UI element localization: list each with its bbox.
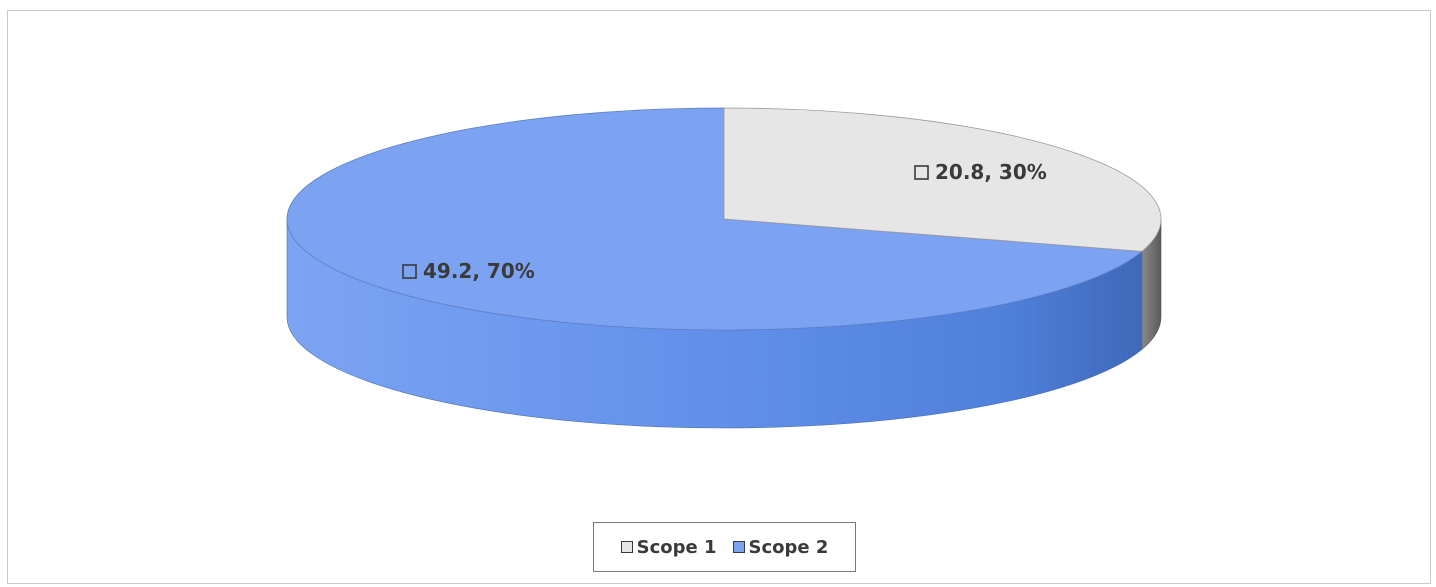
legend-swatch-scope-2 [732, 541, 745, 553]
data-label-scope-1: 20.8, 30% [914, 160, 1047, 184]
slice-top-scope-1 [723, 107, 1162, 252]
data-label-text-scope-2: 49.2, 70% [423, 259, 535, 283]
legend-swatch-scope-1 [620, 541, 633, 553]
data-label-swatch-scope-1 [914, 165, 929, 180]
data-label-text-scope-1: 20.8, 30% [935, 160, 1047, 184]
chart-legend: Scope 1 Scope 2 [593, 522, 856, 572]
legend-label-scope-2: Scope 2 [748, 536, 829, 558]
data-label-swatch-scope-2 [402, 264, 417, 279]
legend-item-scope-2: Scope 2 [732, 536, 829, 558]
legend-label-scope-1: Scope 1 [636, 536, 717, 558]
slice-top-scope-2 [286, 107, 1143, 331]
legend-item-scope-1: Scope 1 [620, 536, 717, 558]
data-label-scope-2: 49.2, 70% [402, 259, 535, 283]
